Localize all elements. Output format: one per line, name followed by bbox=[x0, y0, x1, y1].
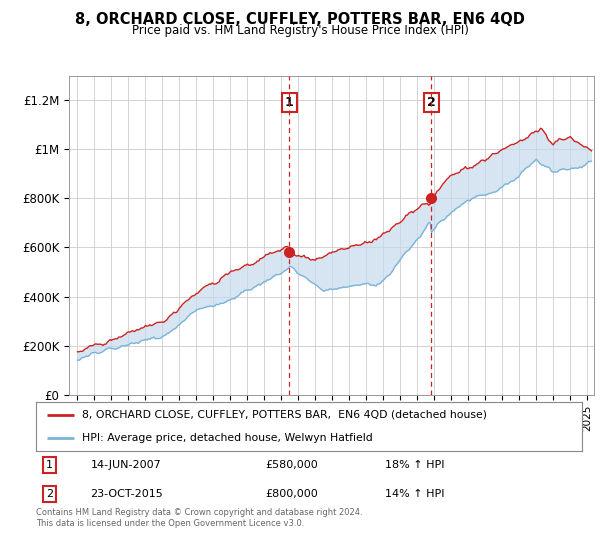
Text: 18% ↑ HPI: 18% ↑ HPI bbox=[385, 460, 445, 470]
Text: 14% ↑ HPI: 14% ↑ HPI bbox=[385, 489, 445, 499]
Text: 1: 1 bbox=[284, 96, 293, 109]
Text: 1: 1 bbox=[46, 460, 53, 470]
Text: HPI: Average price, detached house, Welwyn Hatfield: HPI: Average price, detached house, Welw… bbox=[82, 433, 373, 444]
Text: Price paid vs. HM Land Registry's House Price Index (HPI): Price paid vs. HM Land Registry's House … bbox=[131, 24, 469, 36]
Text: 2: 2 bbox=[427, 96, 436, 109]
Text: 2: 2 bbox=[46, 489, 53, 499]
Text: £580,000: £580,000 bbox=[265, 460, 318, 470]
Text: 23-OCT-2015: 23-OCT-2015 bbox=[91, 489, 163, 499]
Text: 8, ORCHARD CLOSE, CUFFLEY, POTTERS BAR,  EN6 4QD (detached house): 8, ORCHARD CLOSE, CUFFLEY, POTTERS BAR, … bbox=[82, 410, 487, 420]
Text: £800,000: £800,000 bbox=[265, 489, 318, 499]
Text: 8, ORCHARD CLOSE, CUFFLEY, POTTERS BAR, EN6 4QD: 8, ORCHARD CLOSE, CUFFLEY, POTTERS BAR, … bbox=[75, 12, 525, 27]
Text: Contains HM Land Registry data © Crown copyright and database right 2024.
This d: Contains HM Land Registry data © Crown c… bbox=[36, 508, 362, 528]
Text: 14-JUN-2007: 14-JUN-2007 bbox=[91, 460, 161, 470]
